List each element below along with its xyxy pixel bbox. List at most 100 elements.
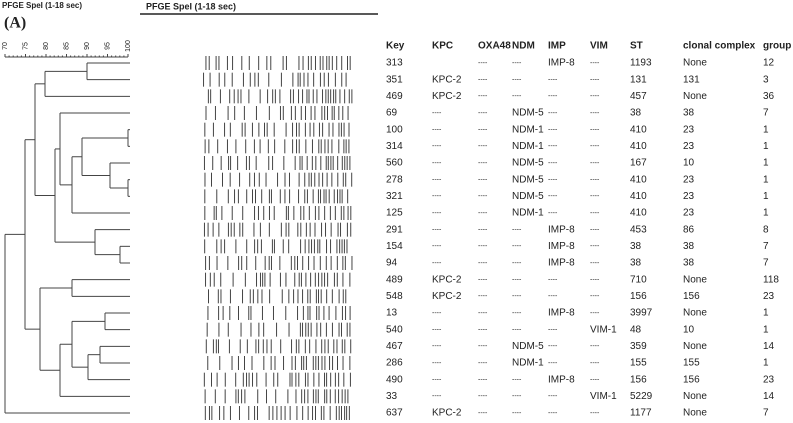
table-cell: NDM-1 [512,208,544,219]
table-cell: 38 [683,241,695,252]
table-cell: NDM-5 [512,108,544,119]
table-cell: IMP-8 [548,58,575,69]
table-cell: ---- [478,110,488,117]
table-cell: 314 [386,141,403,152]
table-cell: ---- [512,277,522,284]
table-cell: ---- [590,260,600,267]
table-cell: ---- [512,77,522,84]
table-cell: ---- [512,310,522,317]
table-cell: 38 [630,241,642,252]
table-cell: 13 [386,308,398,319]
table-cell: NDM-1 [512,358,544,369]
table-cell: 167 [630,158,647,169]
table-cell: None [683,91,707,102]
table-cell: 155 [683,358,700,369]
table-cell: ---- [590,177,600,184]
column-header: OXA48 [478,41,511,52]
table-cell: 38 [683,108,695,119]
table-cell: 313 [386,58,403,69]
table-cell: 1193 [630,58,652,69]
table-cell: ---- [590,227,600,234]
table-cell: ---- [478,193,488,200]
table-cell: ---- [432,193,442,200]
table-cell: 154 [386,241,403,252]
table-cell: ---- [548,410,558,417]
table-cell: ---- [590,343,600,350]
column-header: VIM [590,41,608,52]
table-cell: ---- [478,393,488,400]
table-cell: 10 [683,324,695,335]
table-cell: ---- [432,343,442,350]
table-cell: ---- [548,327,558,334]
table-cell: 23 [683,124,695,135]
table-cell: 156 [683,291,700,302]
table-cell: 637 [386,408,403,419]
table-cell: None [683,341,707,352]
table-cell: ---- [548,143,558,150]
table-cell: 410 [630,141,647,152]
column-header: clonal complex [683,41,756,52]
table-cell: IMP-8 [548,308,575,319]
table-cell: 5229 [630,391,653,402]
table-cell: 48 [630,324,642,335]
table-cell: ---- [590,377,600,384]
table-cell: 69 [386,108,398,119]
table-cell: None [683,308,707,319]
table-cell: ---- [478,127,488,134]
table-cell: ---- [432,260,442,267]
table-cell: ---- [512,293,522,300]
table-cell: 156 [683,374,700,385]
table-cell: 118 [763,274,779,285]
table-cell: ---- [590,293,600,300]
table-cell: ---- [590,160,600,167]
table-cell: ---- [478,277,488,284]
column-header: NDM [512,41,535,52]
table-cell: ---- [432,327,442,334]
table-cell: None [683,391,707,402]
table-cell: 1 [763,191,769,202]
table-cell: KPC-2 [432,91,462,102]
table-cell: 560 [386,158,403,169]
table-cell: 548 [386,291,403,302]
table-cell: ---- [478,210,488,217]
table-cell: ---- [512,227,522,234]
table-cell: ---- [478,243,488,250]
table-cell: 1177 [630,408,652,419]
table-cell: NDM-5 [512,174,544,185]
column-header: Key [386,41,405,52]
table-cell: 156 [630,374,647,385]
table-cell: 14 [763,341,775,352]
table-cell: ---- [512,260,522,267]
table-cell: ---- [548,343,558,350]
table-cell: 36 [763,91,775,102]
table-cell: ---- [548,360,558,367]
table-cell: 94 [386,258,398,269]
table-cell: 23 [683,191,695,202]
table-cell: ---- [590,243,600,250]
table-cell: 1 [763,124,769,135]
table-cell: ---- [590,277,600,284]
table-cell: 1 [763,158,769,169]
table-cell: 156 [630,291,647,302]
table-cell: ---- [478,310,488,317]
table-cell: 3997 [630,308,653,319]
table-cell: ---- [548,110,558,117]
table-cell: 7 [763,241,769,252]
table-cell: KPC-2 [432,408,462,419]
table-cell: NDM-5 [512,191,544,202]
table-cell: 14 [763,391,775,402]
table-cell: 38 [683,258,695,269]
table-cell: ---- [548,77,558,84]
table-cell: ---- [432,160,442,167]
column-header: group [763,41,791,52]
table-cell: ---- [478,260,488,267]
table-cell: 12 [763,58,775,69]
table-cell: ---- [478,293,488,300]
scale-tick-label: 95 [104,42,111,50]
gel-bands [203,56,353,420]
table-cell: 469 [386,91,403,102]
table-cell: VIM-1 [590,391,617,402]
table-cell: ---- [432,360,442,367]
column-header: KPC [432,41,453,52]
table-cell: None [683,274,707,285]
